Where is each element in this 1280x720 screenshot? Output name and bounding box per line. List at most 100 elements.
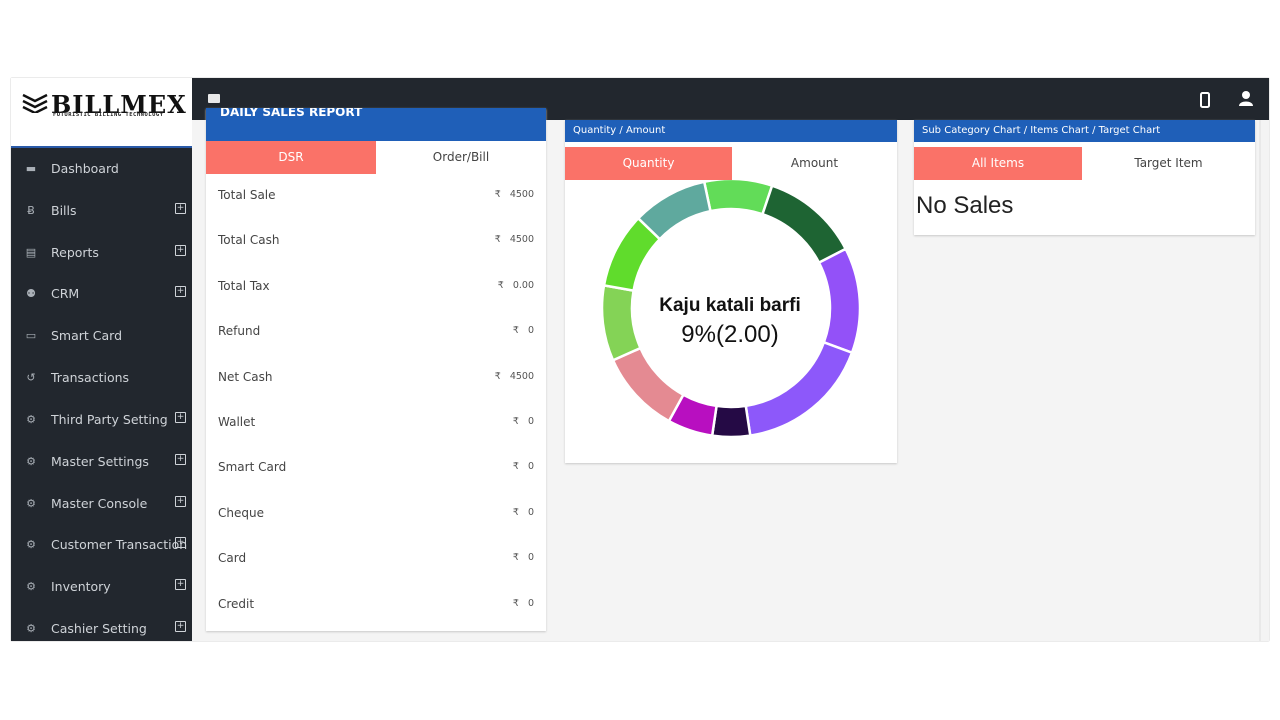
- chart-center-value: 9%(2.00): [681, 321, 779, 348]
- dsr-row-label: Total Sale: [218, 188, 276, 202]
- dsr-row-value: ₹0.00: [498, 280, 534, 291]
- tab-order-bill[interactable]: Order/Bill: [432, 150, 490, 164]
- sidebar-item-smart-card[interactable]: ▭ Smart Card: [11, 315, 192, 355]
- donut-chart[interactable]: [565, 180, 897, 460]
- sidebar-item-label: Customer Transaction: [51, 536, 188, 552]
- sidebar-item-customer-transaction[interactable]: ⚙ Customer Transaction +: [11, 524, 192, 564]
- expand-plus-icon[interactable]: +: [175, 496, 186, 507]
- sidebar-item-third-party-setting[interactable]: ⚙ Third Party Setting +: [11, 399, 192, 439]
- tab-all-items[interactable]: All Items: [914, 147, 1082, 180]
- sidebar-item-bills[interactable]: Ƀ Bills +: [11, 190, 192, 230]
- dsr-header: DAILY SALES REPORT: [206, 108, 546, 141]
- cogs-icon: ⚙: [26, 412, 36, 426]
- dsr-row: Credit ₹0: [218, 597, 534, 617]
- donut-slice[interactable]: [611, 346, 686, 423]
- dsr-row-amount: 0.00: [512, 279, 534, 291]
- brand-tagline: FUTURISTIC BILLING TECHNOLOGY: [53, 112, 164, 118]
- sidebar-item-label: Master Settings: [51, 453, 149, 469]
- dsr-row-label: Total Cash: [218, 233, 280, 248]
- sidebar-item-label: Bills: [51, 202, 77, 218]
- sub-tabs: All Items Target Item: [914, 147, 1255, 180]
- dsr-row-value: ₹4500: [495, 371, 534, 382]
- dsr-row: Total Tax ₹0.00: [218, 279, 534, 299]
- brand-name: BILLMEX: [51, 90, 187, 119]
- bitcoin-icon: Ƀ: [27, 203, 35, 217]
- area-chart-icon: ▤: [25, 245, 37, 259]
- sidebar-item-cashier-setting[interactable]: ⚙ Cashier Setting +: [11, 608, 192, 641]
- no-sales-message: No Sales: [916, 192, 1014, 219]
- user-icon[interactable]: [1238, 90, 1254, 106]
- dsr-row-amount: 0: [527, 416, 534, 427]
- sidebar-item-label: Third Party Setting: [51, 411, 168, 427]
- dsr-row-value: ₹0: [513, 325, 534, 336]
- dsr-header-title: DAILY SALES REPORT: [220, 108, 363, 119]
- expand-plus-icon[interactable]: +: [175, 412, 186, 423]
- dsr-row: Card ₹0: [218, 551, 534, 571]
- sub-header: Sub Category Chart / Items Chart / Targe…: [914, 120, 1255, 142]
- graduation-cap-icon: ▬: [25, 161, 37, 175]
- dsr-row-amount: 0: [527, 597, 534, 609]
- dsr-row-amount: 0: [527, 552, 534, 564]
- expand-plus-icon[interactable]: +: [175, 203, 186, 214]
- sidebar-item-transactions[interactable]: ↺ Transactions: [11, 357, 192, 397]
- sidebar: ▬ Dashboard Ƀ Bills + ▤ Reports + ⚉ CRM + ▭ Smart Ca…: [11, 148, 192, 641]
- currency-symbol: ₹: [494, 189, 501, 200]
- donut-slice[interactable]: [710, 404, 752, 439]
- dsr-row-amount: 4500: [509, 234, 534, 246]
- expand-plus-icon[interactable]: +: [175, 579, 186, 590]
- currency-symbol: ₹: [497, 279, 504, 291]
- expand-plus-icon[interactable]: +: [175, 454, 186, 465]
- dsr-row-value: ₹0: [513, 598, 534, 609]
- dsr-row-label: Wallet: [218, 415, 256, 429]
- sidebar-item-master-settings[interactable]: ⚙ Master Settings +: [11, 441, 192, 481]
- dsr-tabs: DSR Order/Bill: [206, 141, 546, 174]
- donut-slice[interactable]: [744, 340, 854, 437]
- sidebar-item-crm[interactable]: ⚉ CRM +: [11, 273, 192, 313]
- tab-target-item[interactable]: Target Item: [1134, 156, 1203, 170]
- qty-tabs: Quantity Amount: [565, 147, 897, 180]
- expand-plus-icon[interactable]: +: [175, 245, 186, 256]
- chart-center-title: Kaju katali barfi: [659, 295, 801, 316]
- expand-plus-icon[interactable]: +: [175, 286, 186, 297]
- sidebar-item-label: Smart Card: [51, 327, 123, 343]
- dsr-row-value: ₹0: [513, 552, 534, 563]
- sub-category-panel: Sub Category Chart / Items Chart / Targe…: [914, 120, 1255, 235]
- currency-symbol: ₹: [494, 234, 501, 246]
- currency-symbol: ₹: [512, 325, 519, 337]
- dsr-row-amount: 0: [527, 506, 534, 518]
- cogs-icon: ⚙: [26, 454, 36, 468]
- expand-plus-icon[interactable]: +: [175, 537, 186, 548]
- dsr-row: Refund ₹0: [218, 324, 534, 344]
- currency-symbol: ₹: [512, 461, 519, 473]
- menu-toggle-icon[interactable]: [208, 94, 220, 103]
- dsr-row-value: ₹0: [513, 507, 534, 518]
- sidebar-item-master-console[interactable]: ⚙ Master Console +: [11, 483, 192, 523]
- dsr-row-amount: 4500: [509, 370, 534, 382]
- dsr-row: Total Sale ₹4500: [218, 188, 534, 208]
- brand-logo[interactable]: BILLMEX FUTURISTIC BILLING TECHNOLOGY: [11, 78, 192, 148]
- dsr-row: Net Cash ₹4500: [218, 370, 534, 390]
- sidebar-item-label: Master Console: [51, 495, 148, 511]
- dsr-row: Total Cash ₹4500: [218, 233, 534, 253]
- currency-symbol: ₹: [512, 506, 519, 518]
- donut-slice[interactable]: [636, 180, 712, 241]
- quantity-amount-panel: Quantity / Amount Quantity Amount Kaju k…: [565, 120, 897, 463]
- dsr-row: Wallet ₹0: [218, 415, 534, 435]
- tab-quantity[interactable]: Quantity: [565, 147, 732, 180]
- tab-amount[interactable]: Amount: [790, 156, 839, 170]
- credit-card-icon: ▭: [25, 328, 37, 342]
- expand-plus-icon[interactable]: +: [175, 621, 186, 632]
- sidebar-item-reports[interactable]: ▤ Reports +: [11, 232, 192, 272]
- mobile-icon[interactable]: [1200, 92, 1210, 108]
- scroll-edge: [1259, 120, 1261, 641]
- dsr-row-label: Smart Card: [218, 460, 287, 475]
- dsr-row-label: Total Tax: [218, 278, 270, 293]
- sidebar-item-dashboard[interactable]: ▬ Dashboard: [11, 148, 192, 188]
- tab-dsr[interactable]: DSR: [206, 141, 376, 174]
- sidebar-item-inventory[interactable]: ⚙ Inventory +: [11, 566, 192, 606]
- donut-slice[interactable]: [702, 180, 774, 216]
- cogs-icon: ⚙: [26, 537, 36, 551]
- dsr-row-label: Net Cash: [218, 369, 273, 384]
- donut-slice[interactable]: [760, 184, 848, 265]
- dsr-row-value: ₹0: [513, 461, 534, 472]
